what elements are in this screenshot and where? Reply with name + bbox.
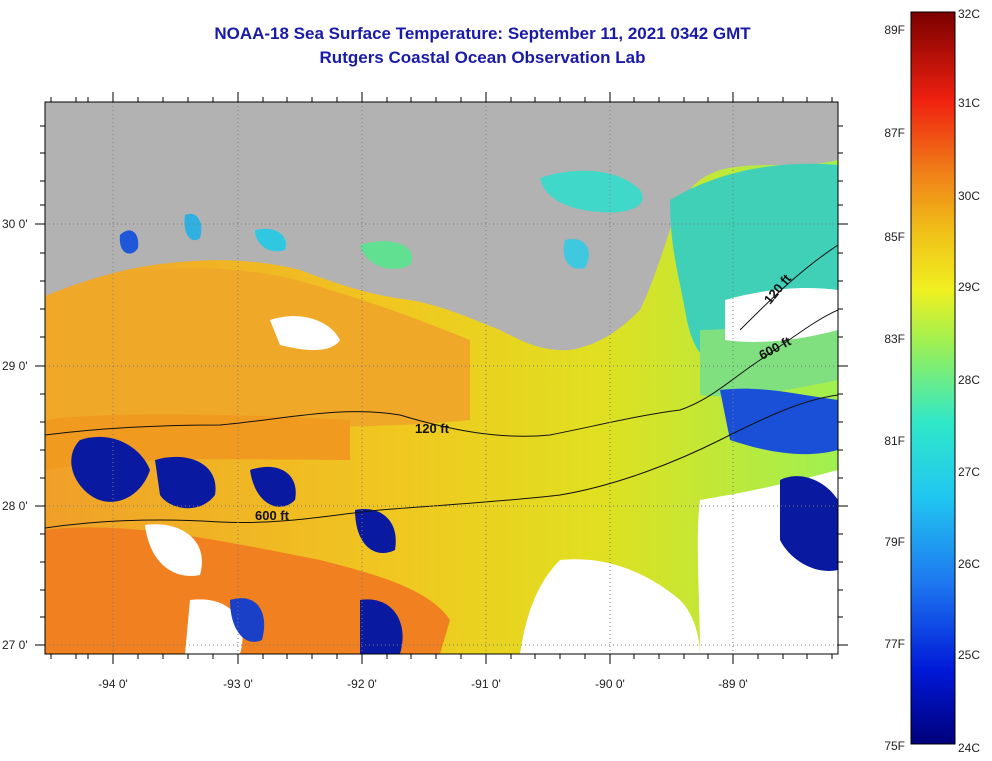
x-tick-label: -93 0': [223, 677, 253, 691]
cloud-1: [270, 316, 340, 350]
cloud-3: [185, 599, 243, 654]
x-tick-label: -90 0': [595, 677, 625, 691]
cold-patch-3: [250, 466, 296, 507]
y-tick-label: 29 0': [2, 359, 28, 373]
map-subtitle: Rutgers Coastal Ocean Observation Lab: [319, 48, 646, 67]
bay-2: [184, 213, 202, 241]
c-label: 28C: [958, 373, 980, 387]
bay-3: [255, 228, 286, 252]
x-tick-label: -92 0': [347, 677, 377, 691]
y-axis-labels: 30 0' 29 0' 28 0' 27 0': [2, 217, 28, 652]
c-label: 25C: [958, 648, 980, 662]
f-label: 77F: [884, 637, 905, 651]
cloud-6: [725, 288, 838, 342]
map-area: [45, 102, 838, 654]
c-label: 31C: [958, 96, 980, 110]
c-label: 24C: [958, 741, 980, 755]
cold-patch-4: [355, 509, 396, 554]
bay-5: [563, 239, 589, 269]
contour-120ft-east: [739, 244, 838, 331]
contour-label-120ft: 120 ft: [415, 421, 450, 436]
bay-4: [360, 241, 412, 269]
graticule: [45, 102, 838, 654]
c-label: 26C: [958, 557, 980, 571]
cold-patch-1: [71, 436, 150, 502]
c-label: 29C: [958, 280, 980, 294]
cold-patch-6: [780, 476, 838, 571]
cloud-2: [145, 524, 202, 576]
x-tick-label: -94 0': [98, 677, 128, 691]
y-tick-label: 28 0': [2, 499, 28, 513]
color-scale-bar: [910, 11, 956, 745]
coastal-lake-1: [540, 170, 643, 213]
f-label: 85F: [884, 230, 905, 244]
f-label: 81F: [884, 434, 905, 448]
celsius-scale: 32C 31C 30C 29C 28C 27C 26C 25C 24C: [958, 7, 980, 755]
f-label: 75F: [884, 739, 905, 753]
c-label: 30C: [958, 189, 980, 203]
f-label: 83F: [884, 332, 905, 346]
x-tick-label: -89 0': [718, 677, 748, 691]
f-label: 87F: [884, 126, 905, 140]
fahrenheit-scale: 89F 87F 85F 83F 81F 79F 77F 75F: [884, 23, 905, 753]
contour-label-600ft: 600 ft: [255, 508, 290, 523]
x-axis-labels: -94 0' -93 0' -92 0' -91 0' -90 0' -89 0…: [98, 677, 748, 691]
contour-120ft: [45, 309, 838, 437]
land-mass: [45, 102, 838, 351]
f-label: 89F: [884, 23, 905, 37]
map-title: NOAA-18 Sea Surface Temperature: Septemb…: [214, 24, 751, 43]
map-frame: [44, 101, 839, 655]
c-label: 32C: [958, 7, 980, 21]
y-tick-label: 27 0': [2, 638, 28, 652]
bay-1: [119, 230, 139, 254]
axis-ticks: [35, 92, 848, 664]
cold-patch-2: [155, 456, 216, 509]
cold-patch-8: [230, 598, 265, 642]
y-tick-label: 30 0': [2, 217, 28, 231]
x-tick-label: -91 0': [471, 677, 501, 691]
f-label: 79F: [884, 535, 905, 549]
cold-patch-7: [720, 388, 838, 455]
warm-south-region: [45, 527, 450, 654]
cold-patch-5: [360, 599, 403, 654]
c-label: 27C: [958, 465, 980, 479]
warm-shelf-region: [45, 268, 470, 440]
contour-600ft: [45, 394, 838, 529]
